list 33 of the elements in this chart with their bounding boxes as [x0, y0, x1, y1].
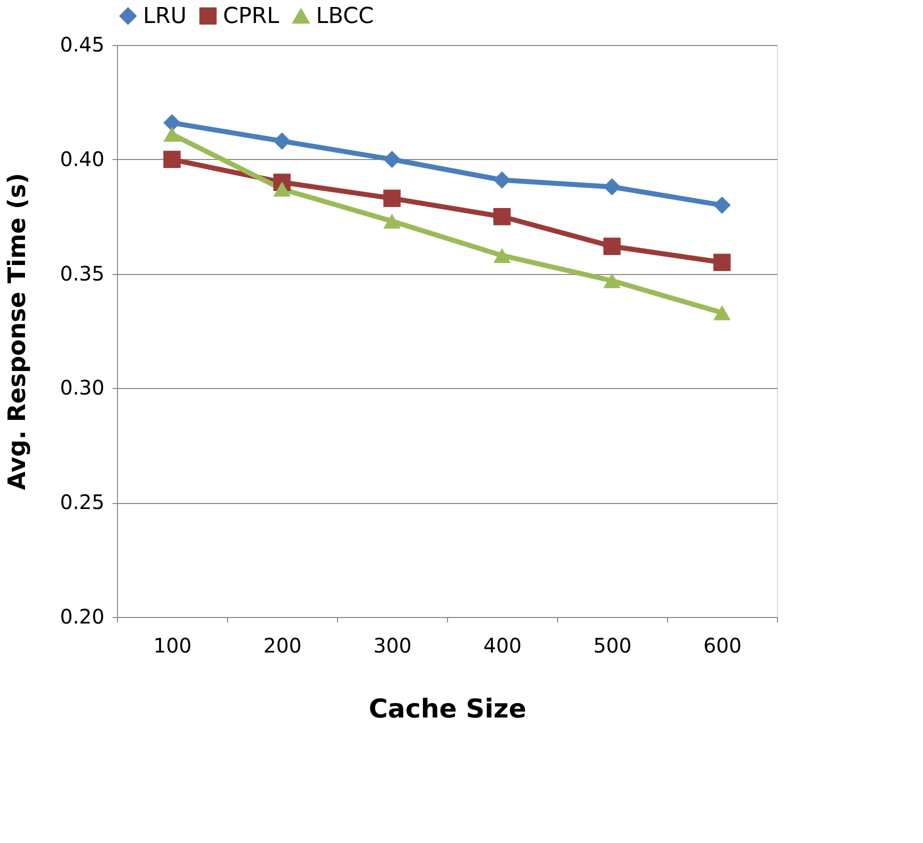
- y-axis-title: Avg. Response Time (s): [2, 172, 31, 490]
- x-tick-label: 500: [593, 634, 632, 658]
- y-tick-label: 0.20: [60, 604, 104, 628]
- point: [383, 214, 401, 229]
- legend-label: CPRL: [223, 4, 280, 29]
- x-tick-label: 400: [483, 634, 522, 658]
- point: [603, 273, 621, 288]
- x-tick-label: 300: [373, 634, 412, 658]
- point: [713, 305, 731, 320]
- x-axis-title: Cache Size: [368, 694, 526, 724]
- point: [603, 178, 621, 196]
- point: [383, 150, 401, 168]
- legend-label: LRU: [143, 4, 187, 29]
- point: [713, 196, 731, 214]
- y-tick-label: 0.35: [60, 261, 104, 286]
- point: [273, 182, 291, 197]
- point: [493, 248, 511, 263]
- point: [163, 126, 181, 142]
- point: [713, 254, 731, 272]
- x-tick-label: 200: [263, 634, 302, 658]
- point: [273, 132, 291, 150]
- point: [493, 208, 511, 226]
- point: [383, 190, 401, 207]
- y-tick-label: 0.40: [60, 146, 104, 171]
- y-tick-label: 0.45: [60, 32, 104, 56]
- legend-label: LBCC: [316, 4, 374, 29]
- point: [603, 238, 621, 256]
- x-tick-label: 100: [153, 634, 192, 658]
- y-tick-label: 0.25: [60, 490, 104, 514]
- x-tick-label: 600: [703, 634, 742, 658]
- y-tick-label: 0.30: [60, 376, 104, 400]
- point: [163, 114, 181, 132]
- point: [163, 150, 181, 168]
